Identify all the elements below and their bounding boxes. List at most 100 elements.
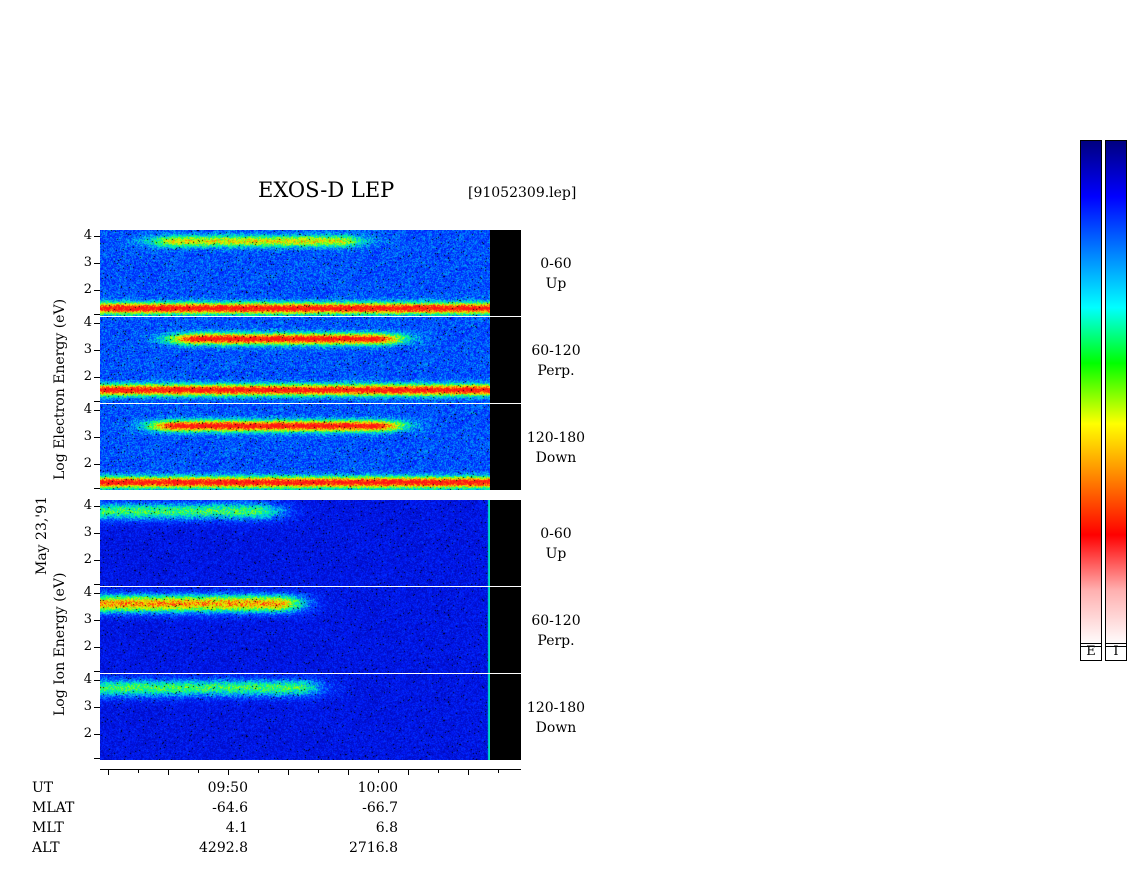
- y-tick: [94, 464, 100, 465]
- y-tick-label: 3: [83, 255, 92, 270]
- x-tick: [408, 769, 409, 775]
- y-tick-label: 4: [83, 228, 92, 243]
- panel-angle-label: 60-120: [531, 343, 581, 359]
- file-name: [91052309.lep]: [468, 185, 577, 201]
- panel-direction-label: Perp.: [537, 633, 575, 649]
- y-tick: [94, 647, 100, 648]
- x-tick: [138, 769, 139, 773]
- y-tick: [94, 584, 100, 585]
- y-tick: [94, 377, 100, 378]
- y-tick: [94, 707, 100, 708]
- y-tick: [94, 671, 100, 672]
- x-axis: [100, 769, 521, 770]
- x-tick: [468, 769, 469, 775]
- date-label: May 23,'91: [34, 496, 50, 575]
- x-tick-label-0950: 09:50: [207, 780, 248, 796]
- x-tick: [498, 769, 499, 773]
- ephem-label-mlat: MLAT: [32, 800, 75, 816]
- alt-value: 4292.8: [199, 840, 248, 856]
- y-tick: [94, 506, 100, 507]
- panel-angle-label: 120-180: [526, 700, 586, 716]
- y-tick: [94, 593, 100, 594]
- colorbar-e: [1080, 140, 1102, 647]
- y-tick-label: 3: [83, 342, 92, 357]
- colorbar-label: E: [1080, 643, 1102, 661]
- electron-axis-label: Log Electron Energy (eV): [52, 298, 68, 480]
- colorbar-i: [1105, 140, 1127, 647]
- x-tick: [108, 769, 109, 775]
- spectrogram-panel-ion-2: [100, 587, 521, 673]
- y-tick-label: 4: [83, 402, 92, 417]
- mlt-value: 6.8: [375, 820, 398, 836]
- panel-direction-label: Down: [535, 450, 577, 466]
- panel-angle-label: 60-120: [531, 613, 581, 629]
- x-tick: [258, 769, 259, 773]
- y-tick-label: 3: [83, 612, 92, 627]
- ephem-label-ut: UT: [32, 780, 54, 796]
- x-tick: [378, 769, 379, 773]
- y-tick-label: 2: [83, 456, 92, 471]
- spectrogram-panel-electron-2: [100, 317, 521, 403]
- panel-direction-label: Down: [535, 720, 577, 736]
- y-tick: [94, 290, 100, 291]
- x-tick: [348, 769, 349, 775]
- spectrogram-panel-ion-3: [100, 674, 521, 760]
- panel-direction-label: Up: [545, 276, 567, 292]
- y-tick: [94, 488, 100, 489]
- y-tick-label: 4: [83, 498, 92, 513]
- spectrogram-image: [100, 674, 490, 760]
- y-tick: [94, 680, 100, 681]
- y-tick: [94, 533, 100, 534]
- mlt-value: 4.1: [225, 820, 248, 836]
- y-tick-label: 4: [83, 315, 92, 330]
- mlat-value: -64.6: [212, 800, 248, 816]
- y-tick-label: 3: [83, 699, 92, 714]
- x-tick: [168, 769, 169, 775]
- y-tick-label: 3: [83, 525, 92, 540]
- y-tick: [94, 236, 100, 237]
- ephem-label-mlt: MLT: [32, 820, 64, 836]
- y-tick: [94, 350, 100, 351]
- y-tick: [94, 758, 100, 759]
- alt-value: 2716.8: [349, 840, 398, 856]
- y-tick: [94, 620, 100, 621]
- panel-angle-label: 0-60: [540, 256, 572, 272]
- y-tick: [94, 314, 100, 315]
- y-tick-label: 2: [83, 282, 92, 297]
- panel-angle-label: 120-180: [526, 430, 586, 446]
- spectrogram-image: [100, 230, 490, 316]
- spectrogram-image: [100, 587, 490, 673]
- y-tick-label: 3: [83, 429, 92, 444]
- spectrogram-panel-ion-1: [100, 500, 521, 586]
- x-tick: [438, 769, 439, 773]
- mlat-value: -66.7: [362, 800, 398, 816]
- ephem-label-alt: ALT: [32, 840, 60, 856]
- spectrogram-image: [100, 500, 490, 586]
- spectrogram-panel-electron-1: [100, 230, 521, 316]
- x-tick: [318, 769, 319, 773]
- y-tick: [94, 323, 100, 324]
- panel-direction-label: Perp.: [537, 363, 575, 379]
- y-tick-label: 2: [83, 726, 92, 741]
- x-tick: [228, 769, 229, 775]
- y-tick-label: 4: [83, 585, 92, 600]
- spectrogram-image: [100, 404, 490, 490]
- y-tick: [94, 734, 100, 735]
- y-tick-label: 4: [83, 672, 92, 687]
- y-tick: [94, 560, 100, 561]
- x-tick-label-1000: 10:00: [357, 780, 398, 796]
- spectrogram-panel-electron-3: [100, 404, 521, 490]
- y-tick: [94, 437, 100, 438]
- chart-title: EXOS-D LEP: [258, 178, 395, 202]
- panel-direction-label: Up: [545, 546, 567, 562]
- y-tick-label: 2: [83, 552, 92, 567]
- y-tick-label: 2: [83, 369, 92, 384]
- ion-axis-label: Log Ion Energy (eV): [52, 572, 68, 716]
- y-tick-label: 2: [83, 639, 92, 654]
- y-tick: [94, 401, 100, 402]
- x-tick: [198, 769, 199, 773]
- colorbar-label: I: [1105, 643, 1127, 661]
- y-tick: [94, 410, 100, 411]
- panel-angle-label: 0-60: [540, 526, 572, 542]
- spectrogram-image: [100, 317, 490, 403]
